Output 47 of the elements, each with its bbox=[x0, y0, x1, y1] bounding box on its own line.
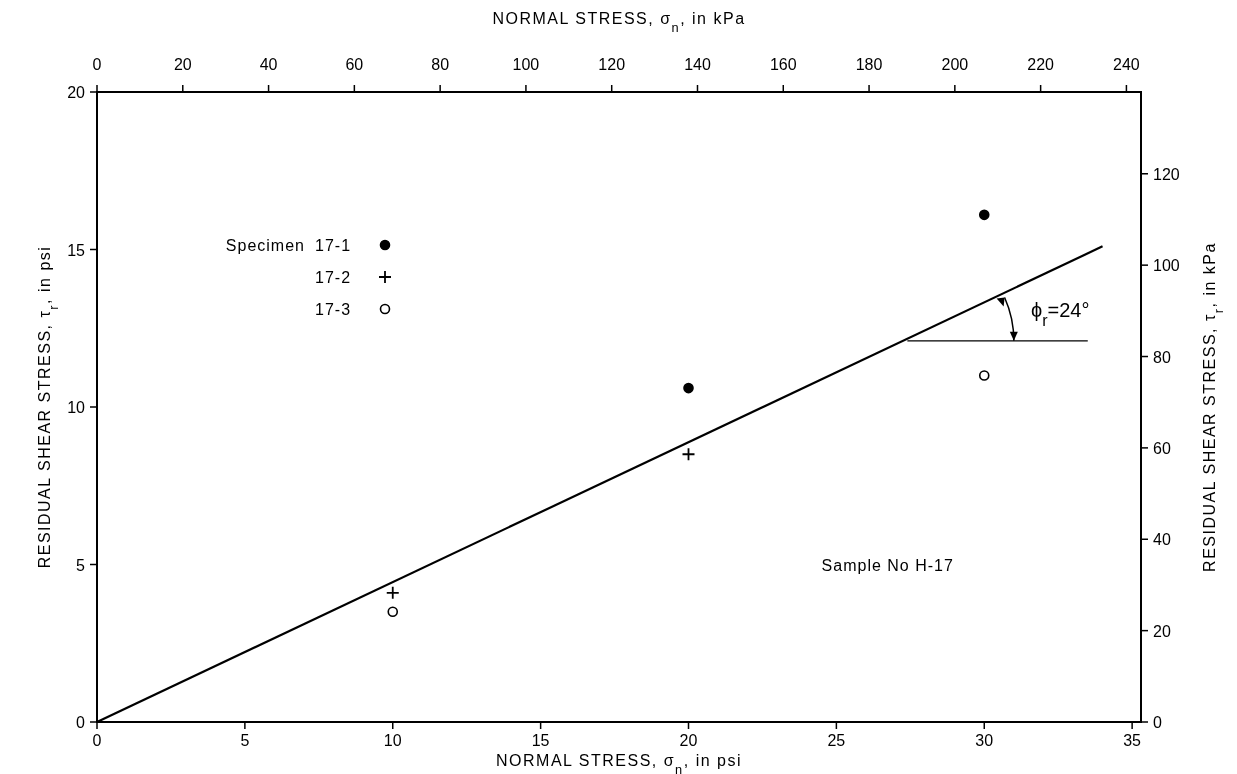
x2-tick-label: 180 bbox=[855, 56, 883, 73]
point bbox=[978, 209, 990, 221]
x-tick-label: 5 bbox=[240, 732, 250, 749]
y2-tick-label: 40 bbox=[1153, 531, 1171, 549]
x2-tick-label: 140 bbox=[684, 56, 711, 73]
x2-tick-label: 40 bbox=[259, 56, 278, 73]
x2-tick-label: 20 bbox=[173, 56, 192, 73]
y2-tick-label: 100 bbox=[1153, 257, 1180, 275]
y-tick-label: 20 bbox=[67, 84, 86, 101]
x-tick-label: 20 bbox=[679, 732, 698, 749]
x-tick-label: 35 bbox=[1123, 732, 1142, 749]
x2-tick-label: 200 bbox=[941, 56, 969, 73]
x2-tick-label: 0 bbox=[92, 56, 102, 73]
x2-tick-label: 160 bbox=[769, 56, 797, 73]
x2-tick-label: 120 bbox=[598, 56, 626, 73]
y2-tick-label: 0 bbox=[1153, 714, 1162, 731]
annotation: ϕ$_{r}$=24° bbox=[1031, 298, 1090, 329]
annotation: Sample No H-17 bbox=[821, 556, 954, 574]
legend-title: Specimen bbox=[225, 237, 305, 254]
x2-axis-title: NORMAL STRESS, σ$_{n}$, in kPa bbox=[492, 10, 746, 35]
point bbox=[978, 370, 990, 381]
x-axis-title: NORMAL STRESS, σ$_{n}$, in psi bbox=[496, 752, 742, 774]
legend-label: 17-1 bbox=[315, 237, 352, 254]
y2-tick-label: 120 bbox=[1153, 165, 1180, 183]
legend-label: 17-2 bbox=[315, 269, 352, 286]
y2-tick-label: 60 bbox=[1153, 439, 1171, 457]
y2-tick-label: 80 bbox=[1153, 348, 1171, 366]
point bbox=[385, 585, 400, 600]
x-tick-label: 10 bbox=[383, 732, 402, 749]
y-tick-label: 5 bbox=[76, 556, 86, 574]
y-tick-label: 0 bbox=[76, 714, 86, 731]
y-tick-label: 15 bbox=[67, 241, 86, 259]
y-tick-label: 10 bbox=[67, 399, 86, 416]
x2-tick-label: 220 bbox=[1027, 56, 1055, 73]
point bbox=[681, 447, 696, 462]
x2-tick-label: 80 bbox=[431, 56, 450, 73]
point bbox=[387, 606, 399, 618]
x-tick-label: 0 bbox=[92, 732, 102, 749]
x2-tick-label: 240 bbox=[1113, 56, 1140, 73]
y2-tick-label: 20 bbox=[1153, 622, 1171, 640]
legend-label: 17-3 bbox=[315, 301, 352, 318]
x-tick-label: 15 bbox=[531, 732, 550, 749]
x-tick-label: 30 bbox=[975, 732, 994, 749]
x-tick-label: 25 bbox=[827, 732, 846, 749]
x2-tick-label: 100 bbox=[512, 56, 540, 73]
point bbox=[683, 382, 694, 394]
x2-tick-label: 60 bbox=[345, 56, 364, 73]
